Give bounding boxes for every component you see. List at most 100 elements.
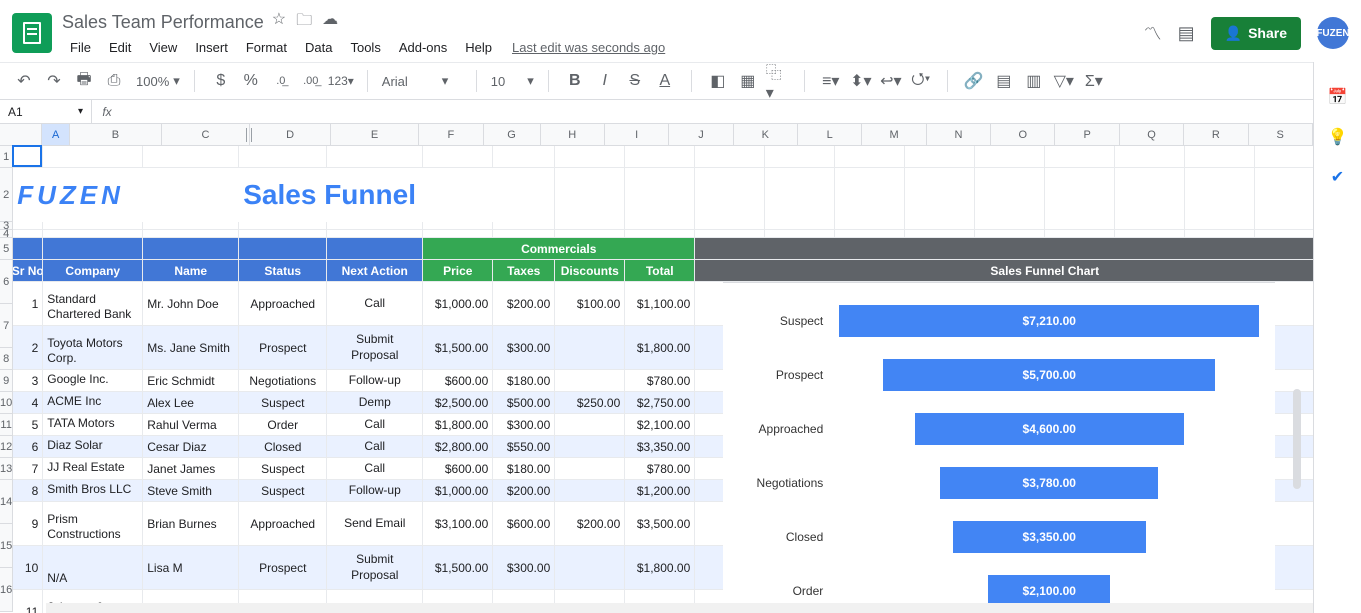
col-header-F[interactable]: F xyxy=(419,124,483,145)
calendar-icon[interactable]: 📅 xyxy=(1328,87,1348,107)
comment-button[interactable]: ▤ xyxy=(992,69,1016,93)
cell[interactable] xyxy=(625,230,695,238)
cell[interactable]: $600.00 xyxy=(423,458,493,479)
cell[interactable] xyxy=(43,146,143,167)
col-header-A[interactable]: A xyxy=(42,124,70,145)
cell[interactable] xyxy=(1115,230,1185,238)
cell[interactable] xyxy=(1255,222,1313,230)
menu-insert[interactable]: Insert xyxy=(187,38,236,57)
cell[interactable]: Submit Proposal xyxy=(327,546,423,589)
cell[interactable] xyxy=(13,230,43,238)
cell[interactable] xyxy=(695,230,765,238)
fill-color-button[interactable]: ◧ xyxy=(706,69,730,93)
cell[interactable] xyxy=(327,146,423,167)
cell[interactable] xyxy=(1185,222,1255,230)
cell[interactable] xyxy=(695,238,1313,259)
col-header-N[interactable]: N xyxy=(927,124,991,145)
cell[interactable] xyxy=(555,326,625,369)
col-header-Q[interactable]: Q xyxy=(1120,124,1184,145)
halign-button[interactable]: ≡▾ xyxy=(819,69,843,93)
menu-view[interactable]: View xyxy=(141,38,185,57)
horizontal-scrollbar[interactable] xyxy=(46,603,1313,613)
cell[interactable] xyxy=(555,458,625,479)
cell[interactable] xyxy=(1115,146,1185,167)
menu-format[interactable]: Format xyxy=(238,38,295,57)
cell[interactable] xyxy=(493,168,555,222)
move-icon[interactable]: 🗀 xyxy=(296,9,312,36)
cell[interactable] xyxy=(43,238,143,259)
cell[interactable]: Follow-up xyxy=(327,480,423,501)
cell[interactable] xyxy=(493,146,555,167)
menu-data[interactable]: Data xyxy=(297,38,340,57)
paint-format-button[interactable]: ⎙ xyxy=(102,69,126,93)
cell[interactable]: 2 xyxy=(13,326,43,369)
cell[interactable] xyxy=(239,238,327,259)
cell[interactable]: $2,500.00 xyxy=(423,392,493,413)
fuzen-logo-cell[interactable]: FUZEN xyxy=(13,168,239,222)
row-header-14[interactable]: 14 xyxy=(0,480,13,524)
cell[interactable]: TATA Motors xyxy=(43,414,143,435)
menu-help[interactable]: Help xyxy=(457,38,500,57)
cell[interactable]: $3,500.00 xyxy=(625,502,695,545)
cell[interactable] xyxy=(975,222,1045,230)
menu-file[interactable]: File xyxy=(62,38,99,57)
cell[interactable]: 11 xyxy=(13,590,43,613)
share-button[interactable]: 👤Share xyxy=(1211,17,1301,50)
cell[interactable]: $180.00 xyxy=(493,458,555,479)
cell[interactable] xyxy=(1255,230,1313,238)
cell[interactable] xyxy=(1115,168,1185,222)
strikethrough-button[interactable]: S xyxy=(623,69,647,93)
cell[interactable]: 4 xyxy=(13,392,43,413)
cell[interactable]: Rahul Verma xyxy=(143,414,239,435)
cell[interactable]: Discounts xyxy=(555,260,625,281)
redo-button[interactable]: ↷ xyxy=(42,69,66,93)
cell[interactable] xyxy=(423,230,493,238)
cell[interactable]: $600.00 xyxy=(423,370,493,391)
cell[interactable]: Order xyxy=(239,414,327,435)
cell[interactable]: $2,100.00 xyxy=(625,414,695,435)
activity-icon[interactable]: 〽 xyxy=(1144,20,1162,46)
cell[interactable] xyxy=(1045,146,1115,167)
cell[interactable]: Mr. John Doe xyxy=(143,282,239,325)
star-icon[interactable]: ☆ xyxy=(272,9,286,36)
italic-button[interactable]: I xyxy=(593,69,617,93)
cell[interactable]: $300.00 xyxy=(493,326,555,369)
cell[interactable] xyxy=(1045,222,1115,230)
valign-button[interactable]: ⬍▾ xyxy=(849,69,873,93)
cell[interactable]: 7 xyxy=(13,458,43,479)
menu-edit[interactable]: Edit xyxy=(101,38,139,57)
cell[interactable]: Janet James xyxy=(143,458,239,479)
col-header-B[interactable]: B xyxy=(70,124,162,145)
cell[interactable] xyxy=(765,230,835,238)
comments-icon[interactable]: ▤ xyxy=(1178,23,1195,44)
cell[interactable]: $3,350.00 xyxy=(625,436,695,457)
cell[interactable]: 10 xyxy=(13,546,43,589)
rotate-button[interactable]: ⭯▾ xyxy=(909,69,933,93)
cell[interactable] xyxy=(975,146,1045,167)
print-button[interactable]: 🖶 xyxy=(72,69,96,93)
cell[interactable]: Suspect xyxy=(239,392,327,413)
cell[interactable] xyxy=(327,238,423,259)
cell[interactable]: 9 xyxy=(13,502,43,545)
cell[interactable]: Ms. Jane Smith xyxy=(143,326,239,369)
cell[interactable]: Smith Bros LLC xyxy=(43,480,143,501)
percent-button[interactable]: % xyxy=(239,69,263,93)
funnel-heading-cell[interactable]: Sales Funnel xyxy=(239,168,493,222)
cell[interactable]: $100.00 xyxy=(555,282,625,325)
col-header-M[interactable]: M xyxy=(862,124,926,145)
cell[interactable] xyxy=(43,222,143,230)
cell[interactable]: N/A xyxy=(43,546,143,589)
bold-button[interactable]: B xyxy=(563,69,587,93)
cell[interactable] xyxy=(493,230,555,238)
zoom-select[interactable]: 100%▾ xyxy=(136,73,180,89)
undo-button[interactable]: ↶ xyxy=(12,69,36,93)
cell[interactable]: 3 xyxy=(13,370,43,391)
cell[interactable]: 1 xyxy=(13,282,43,325)
cell[interactable] xyxy=(555,546,625,589)
cell[interactable] xyxy=(1045,168,1115,222)
format-number-button[interactable]: 123▾ xyxy=(329,69,353,93)
cell[interactable] xyxy=(1255,168,1313,222)
cell[interactable] xyxy=(625,222,695,230)
cell[interactable] xyxy=(905,222,975,230)
col-header-D[interactable]: D xyxy=(250,124,331,145)
